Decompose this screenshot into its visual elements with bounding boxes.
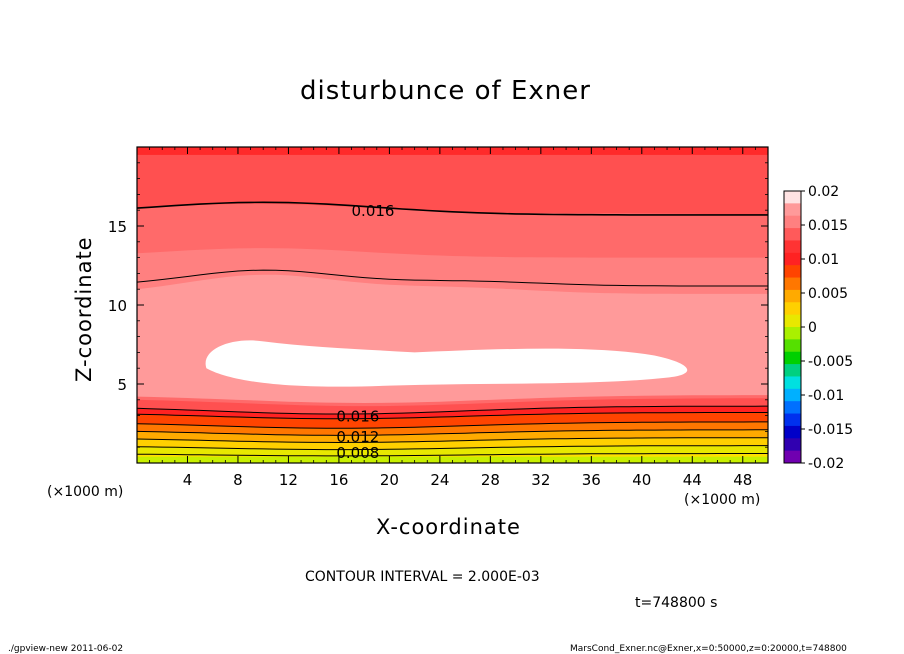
x-tick-label: 44 [683,471,702,489]
contour-line-4 [137,421,768,429]
colorbar-segment [784,376,801,390]
band-top-strip [137,147,768,155]
colorbar-label: -0.02 [808,456,844,472]
time-label: t=748800 s [635,595,718,611]
colorbar-segment [784,228,801,241]
x-tick-label: 48 [733,471,752,489]
x-tick-label: 4 [183,471,193,489]
colorbar-label: -0.01 [808,388,844,404]
colorbar-segment [784,401,801,415]
colorbar-segment [784,364,801,377]
y-axis-unit: (×1000 m) [47,484,124,500]
x-axis-unit: (×1000 m) [684,492,761,508]
band-upper-3 [137,147,768,215]
contour-line-2 [137,405,768,415]
colorbar-segment [784,203,801,217]
contour-fills [137,131,768,463]
y-tick-label: 5 [117,376,127,394]
contour-line-8 [137,453,768,457]
contour-label-3: 0.008 [336,444,379,462]
x-axis-title: X-coordinate [376,515,521,539]
chart-title: disturbunce of Exner [300,76,591,106]
contour-label-0: 0.016 [352,202,395,220]
colorbar-label: 0.01 [808,252,839,268]
colorbar-segment [784,388,801,402]
contour-line-1 [137,269,768,287]
colorbar-segment [784,351,801,365]
x-tick-label: 40 [632,471,651,489]
y-axis-ticks: 5 10 15 [108,162,768,448]
contour-interval-note: CONTOUR INTERVAL = 2.000E-03 [305,569,540,585]
colorbar-segment [784,425,801,439]
contour-label-2: 0.012 [336,428,379,446]
x-tick-label: 32 [531,471,550,489]
colorbar-segment [784,265,801,279]
colorbar-segment [784,252,801,266]
contour-label-1: 0.016 [336,408,379,426]
colorbar-label: 0.02 [808,184,839,200]
colorbar-segment [784,302,801,316]
colorbar-segment [784,215,801,229]
colorbar-label: -0.005 [808,354,853,370]
x-tick-label: 24 [430,471,449,489]
colorbar-label: 0.005 [808,286,848,302]
contour-line-0 [137,201,768,216]
x-tick-label: 16 [329,471,348,489]
contour-line-3 [137,412,768,420]
colorbar-segment [784,413,801,427]
band-maximum-white [205,340,688,387]
colorbar-segment [784,450,801,464]
footer-left-info: ./gpview-new 2011-06-02 [8,644,124,654]
colorbar-label: 0.015 [808,218,848,234]
colorbar: 0.02 0.015 0.01 0.005 0 -0.005 -0.01 -0.015 -0.0… [783,184,853,472]
colorbar-label: -0.015 [808,422,853,438]
contour-line-5 [137,429,768,436]
colorbar-segment [784,438,801,452]
y-tick-label: 10 [108,297,127,315]
x-tick-label: 36 [582,471,601,489]
colorbar-segment [784,191,801,204]
colorbar-segment [784,277,801,291]
colorbar-segment [784,339,801,353]
x-tick-label: 20 [380,471,399,489]
contour-line-6 [137,437,768,444]
colorbar-segment [784,314,801,328]
colorbar-segment [784,240,801,254]
x-tick-label: 28 [481,471,500,489]
x-tick-label: 8 [233,471,243,489]
x-axis-ticks: 4 8 12 16 20 24 28 32 36 40 44 48 [149,147,756,489]
y-tick-label: 15 [108,218,127,236]
band-upper-4 [137,131,768,139]
x-tick-label: 12 [279,471,298,489]
band-yellowgreen [137,456,768,463]
colorbar-segment [784,289,801,303]
y-axis-title: Z-coordinate [72,236,96,382]
colorbar-label: 0 [808,320,817,336]
contour-lines [137,201,768,457]
contour-line-7 [137,445,768,451]
colorbar-segment [784,327,801,340]
footer-right-info: MarsCond_Exner.nc@Exner,x=0:50000,z=0:20… [570,644,847,654]
